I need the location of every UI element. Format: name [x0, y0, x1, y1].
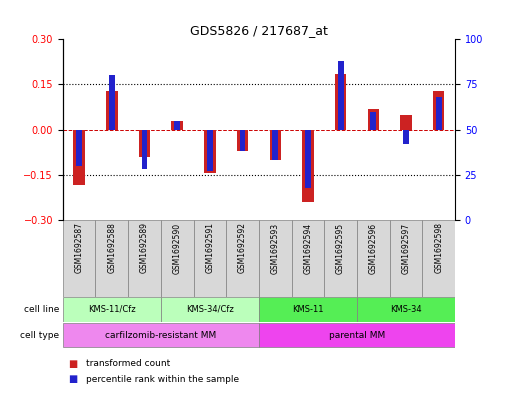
Text: GSM1692595: GSM1692595: [336, 222, 345, 274]
Bar: [139, 130, 150, 157]
Bar: [95, 220, 128, 297]
Bar: [73, 130, 85, 185]
Bar: [338, 61, 344, 130]
Text: GSM1692590: GSM1692590: [173, 222, 181, 274]
Text: GSM1692594: GSM1692594: [303, 222, 312, 274]
Text: percentile rank within the sample: percentile rank within the sample: [86, 375, 240, 384]
Text: parental MM: parental MM: [329, 331, 385, 340]
Bar: [76, 130, 82, 166]
Bar: [400, 115, 412, 130]
Text: KMS-34/Cfz: KMS-34/Cfz: [186, 305, 234, 314]
Bar: [302, 130, 314, 202]
Bar: [63, 220, 95, 297]
Bar: [174, 121, 180, 130]
Bar: [63, 323, 259, 347]
Bar: [63, 297, 161, 322]
Text: GSM1692592: GSM1692592: [238, 222, 247, 274]
Bar: [433, 90, 445, 130]
Bar: [357, 220, 390, 297]
Bar: [259, 220, 292, 297]
Bar: [106, 90, 118, 130]
Bar: [172, 121, 183, 130]
Text: cell line: cell line: [24, 305, 60, 314]
Bar: [207, 130, 213, 171]
Text: GSM1692589: GSM1692589: [140, 222, 149, 274]
Bar: [109, 75, 115, 130]
Text: GSM1692596: GSM1692596: [369, 222, 378, 274]
Bar: [390, 220, 423, 297]
Bar: [370, 112, 376, 130]
Text: KMS-34: KMS-34: [390, 305, 422, 314]
Bar: [259, 323, 455, 347]
Bar: [161, 220, 194, 297]
Bar: [128, 220, 161, 297]
Text: ■: ■: [68, 358, 77, 369]
Text: KMS-11/Cfz: KMS-11/Cfz: [88, 305, 135, 314]
Bar: [403, 130, 409, 144]
Text: KMS-11: KMS-11: [292, 305, 324, 314]
Bar: [305, 130, 311, 187]
Bar: [240, 130, 245, 151]
Bar: [423, 220, 455, 297]
Bar: [335, 74, 346, 130]
Text: ■: ■: [68, 374, 77, 384]
Bar: [237, 130, 248, 151]
Bar: [226, 220, 259, 297]
Text: carfilzomib-resistant MM: carfilzomib-resistant MM: [105, 331, 217, 340]
Text: GSM1692588: GSM1692588: [107, 222, 116, 273]
Bar: [436, 97, 441, 130]
Bar: [204, 130, 215, 173]
Bar: [368, 108, 379, 130]
Bar: [161, 297, 259, 322]
Bar: [292, 220, 324, 297]
Text: transformed count: transformed count: [86, 359, 170, 368]
Bar: [194, 220, 226, 297]
Title: GDS5826 / 217687_at: GDS5826 / 217687_at: [190, 24, 328, 37]
Text: GSM1692591: GSM1692591: [206, 222, 214, 274]
Text: GSM1692593: GSM1692593: [271, 222, 280, 274]
Text: cell type: cell type: [20, 331, 60, 340]
Bar: [272, 130, 278, 160]
Bar: [142, 130, 147, 169]
Bar: [269, 130, 281, 160]
Text: GSM1692598: GSM1692598: [434, 222, 443, 274]
Bar: [259, 297, 357, 322]
Text: GSM1692587: GSM1692587: [75, 222, 84, 274]
Bar: [357, 297, 455, 322]
Text: GSM1692597: GSM1692597: [402, 222, 411, 274]
Bar: [324, 220, 357, 297]
